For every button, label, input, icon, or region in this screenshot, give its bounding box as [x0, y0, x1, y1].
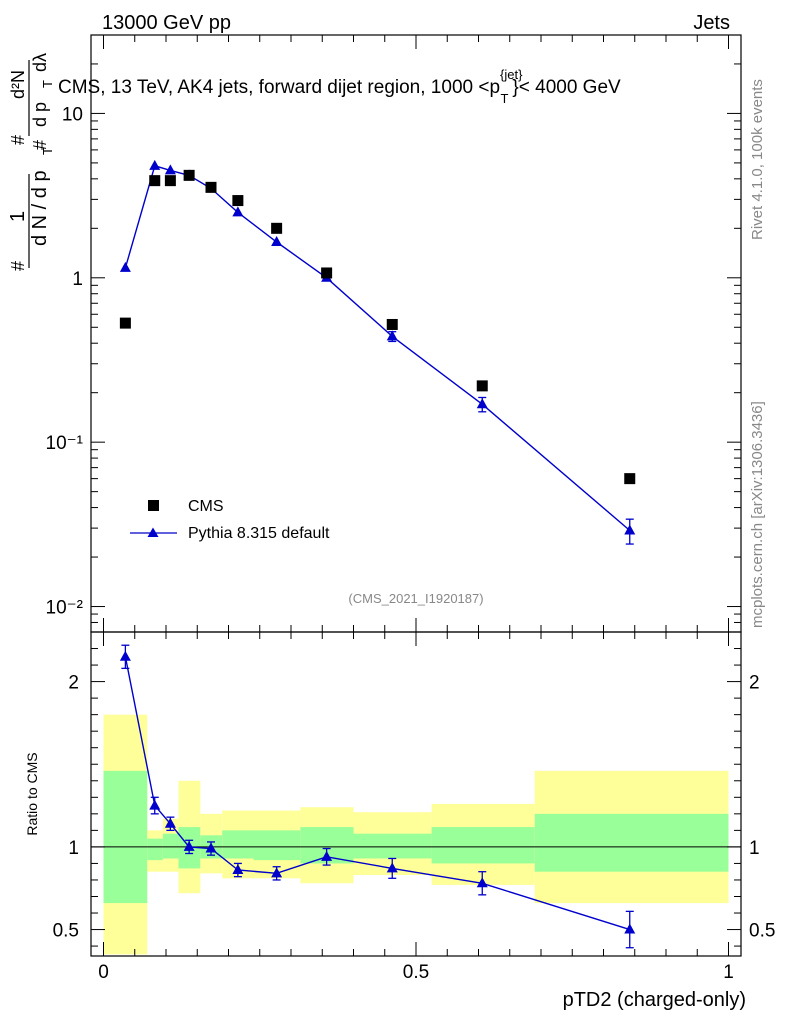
legend-label-pythia: Pythia 8.315 default [188, 525, 330, 542]
pythia-point [232, 206, 244, 217]
cms-point [476, 380, 488, 392]
legend-label-cms: CMS [188, 498, 224, 515]
ratio-y-tick-label: 1 [68, 838, 79, 859]
pythia-point [624, 524, 636, 535]
cms-point [271, 222, 283, 234]
energy-label: 13000 GeV pp [102, 12, 231, 34]
ratio-point [149, 799, 161, 810]
pythia-point [386, 330, 398, 341]
y-tick-label: 1 [72, 269, 83, 290]
ratio-point [205, 842, 217, 853]
stat-band-green [353, 833, 432, 859]
stat-band-green [431, 827, 535, 864]
main-panel: 10⁻² 10⁻¹ 1 10 CMS, 13 TeV, AK4 jets, forwa… [46, 34, 742, 633]
analysis-id: (CMS_2021_I1920187) [348, 591, 483, 606]
x-tick-label: 0 [98, 962, 109, 983]
ratio-point [183, 840, 195, 851]
y-label-hash-2: # [8, 135, 28, 145]
stat-band-green [534, 813, 729, 872]
ratio-point [164, 817, 176, 828]
cms-point [232, 195, 244, 207]
ratio-y-tick-label-right: 2 [749, 673, 760, 694]
y-label-hash-1: # [8, 261, 28, 271]
ratio-point [271, 867, 283, 878]
ratio-y-tick-label-right: 0.5 [749, 921, 775, 942]
rivet-version-label: Rivet 4.1.0, 100k events [749, 79, 766, 240]
pythia-point [164, 164, 176, 175]
cms-point [183, 169, 195, 181]
y-label-sub-t-2: T [40, 80, 55, 88]
ratio-y-tick-label: 2 [68, 673, 79, 694]
stat-band-green [162, 833, 179, 859]
y-tick-label: 10⁻¹ [46, 433, 84, 454]
mcplots-label: mcplots.cern.ch [arXiv:1306.3436] [749, 401, 766, 628]
legend-marker-pythia [147, 527, 159, 537]
pythia-point [119, 261, 131, 272]
main-panel-frame [90, 34, 742, 633]
cms-point [119, 317, 131, 329]
ratio-y-tick-label-right: 1 [749, 838, 760, 859]
x-tick-label: 1 [723, 962, 734, 983]
main-y-axis-label: # 1 d N / d p T # d²N # d p T dλ [7, 53, 55, 271]
ratio-panel: 0 0.5 1 0.5 0.5 1 1 2 2 Ratio to CMS pTD2 (charg… [24, 631, 775, 1011]
y-tick-label: 10 [62, 104, 83, 125]
y-label-sub-t: T [40, 147, 55, 155]
ratio-y-axis-label: Ratio to CMS [24, 752, 40, 835]
ratio-point [386, 862, 398, 873]
stat-band-green [103, 770, 148, 904]
y-tick-label: 10⁻² [46, 598, 84, 619]
ratio-point [624, 923, 636, 934]
legend: CMS Pythia 8.315 default [130, 498, 330, 542]
y-label-d2n: d²N [8, 70, 28, 99]
y-label-denominator: d N / d p [29, 170, 51, 246]
pythia-point [271, 236, 283, 247]
stat-band-green [253, 830, 301, 861]
cms-point [624, 473, 636, 485]
y-label-dpt: d p [30, 102, 50, 127]
pythia-point [149, 159, 161, 170]
legend-marker-cms [148, 500, 159, 511]
ratio-point [476, 877, 488, 888]
ratio-point [321, 850, 333, 861]
x-tick-label: 0.5 [403, 962, 429, 983]
ratio-point [119, 650, 131, 661]
cms-point [386, 318, 398, 330]
cms-point [149, 175, 161, 187]
cms-point [205, 181, 217, 193]
stat-band-green [222, 830, 254, 859]
y-label-hash-3: # [30, 140, 50, 150]
ratio-y-tick-label: 0.5 [53, 921, 79, 942]
x-axis-label: pTD2 (charged-only) [563, 989, 746, 1011]
ratio-point [232, 864, 244, 875]
stat-band-green [147, 838, 163, 861]
category-label: Jets [693, 12, 730, 34]
cms-point [321, 267, 333, 279]
pythia-point [476, 398, 488, 409]
chart-title: CMS, 13 TeV, AK4 jets, forward dijet reg… [58, 67, 621, 106]
cms-point [164, 175, 176, 187]
pythia-line [124, 164, 631, 532]
y-label-one: 1 [7, 211, 29, 222]
y-label-dlambda: dλ [30, 53, 50, 72]
